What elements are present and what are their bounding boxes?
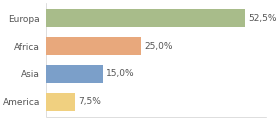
- Bar: [46, 37, 141, 55]
- Bar: [46, 65, 103, 83]
- Text: 15,0%: 15,0%: [106, 69, 135, 78]
- Text: 52,5%: 52,5%: [248, 14, 277, 23]
- Text: 25,0%: 25,0%: [144, 42, 173, 51]
- Bar: [46, 93, 75, 111]
- Bar: [46, 9, 246, 27]
- Text: 7,5%: 7,5%: [78, 97, 101, 106]
